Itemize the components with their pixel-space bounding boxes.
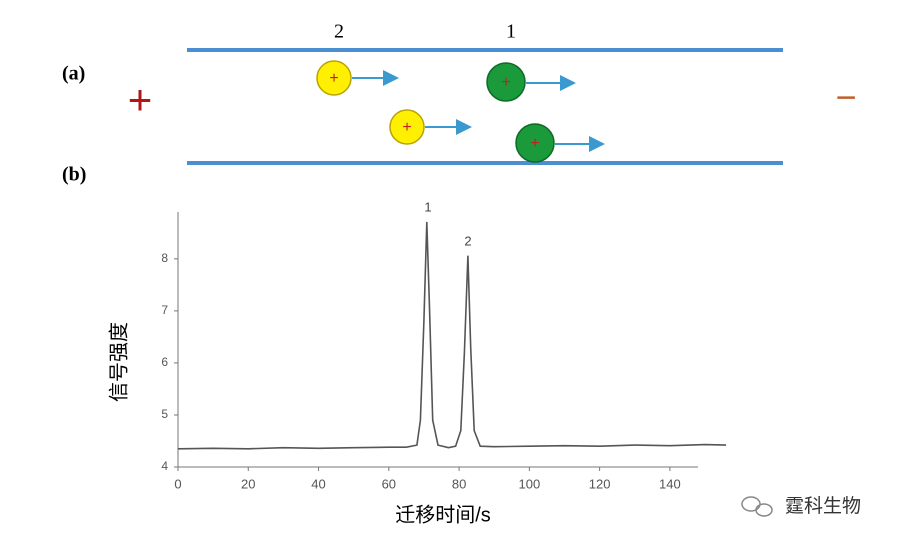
x-tick-label: 0: [174, 476, 181, 491]
diagram: (a) (b) 2 1 + − + + + +: [62, 21, 857, 186]
x-tick-label: 140: [659, 476, 681, 491]
particle-label: 1: [506, 21, 516, 43]
anode: +: [128, 76, 153, 123]
x-tick-label: 20: [241, 476, 255, 491]
y-tick-label: 7: [161, 303, 168, 317]
y-tick-label: 5: [161, 407, 168, 421]
y-axis-label: 信号强度: [107, 322, 130, 402]
particle-label: 2: [334, 21, 344, 43]
peak-label: 2: [464, 233, 471, 248]
particle: +: [316, 60, 399, 96]
watermark: 霆科生物: [741, 495, 861, 517]
cathode: −: [835, 77, 856, 118]
charge: +: [402, 119, 411, 136]
panel-label: (a): [62, 63, 85, 85]
y-tick-label: 8: [161, 251, 168, 265]
x-tick-label: 80: [452, 476, 466, 491]
x-axis-label: 迁移时间/s: [395, 503, 491, 526]
x-tick-label: 120: [589, 476, 611, 491]
particle: +: [515, 123, 605, 163]
x-tick-label: 100: [518, 476, 540, 491]
y-tick-label: 6: [161, 355, 168, 369]
charge: +: [530, 135, 539, 152]
panel-label: (b): [62, 164, 86, 186]
y-tick-label: 4: [161, 459, 168, 473]
charge: +: [501, 74, 510, 91]
trace: [177, 221, 727, 450]
watermark-text: 霆科生物: [785, 495, 861, 517]
particle: +: [486, 62, 576, 102]
peak-label: 1: [424, 199, 431, 214]
particle: +: [389, 109, 472, 145]
x-tick-label: 60: [382, 476, 396, 491]
x-tick-label: 40: [311, 476, 325, 491]
charge: +: [329, 70, 338, 87]
